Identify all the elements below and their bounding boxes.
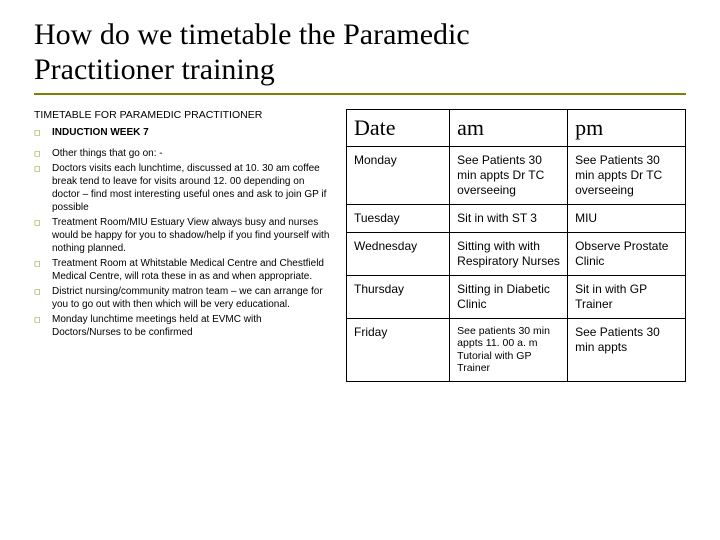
- cell-am: Sitting with with Respiratory Nurses: [450, 232, 568, 275]
- list-item: ◻Treatment Room/MIU Estuary View always …: [34, 215, 332, 256]
- table-body: MondaySee Patients 30 min appts Dr TC ov…: [347, 146, 686, 381]
- content-area: TIMETABLE FOR PARAMEDIC PRACTITIONER ◻ I…: [34, 109, 686, 382]
- cell-pm: MIU: [568, 204, 686, 232]
- right-column: Date am pm MondaySee Patients 30 min app…: [346, 109, 686, 382]
- list-item-text: Monday lunchtime meetings held at EVMC w…: [52, 313, 332, 339]
- cell-pm: See Patients 30 min appts: [568, 318, 686, 381]
- table-row: ThursdaySitting in Diabetic ClinicSit in…: [347, 275, 686, 318]
- table-row: WednesdaySitting with with Respiratory N…: [347, 232, 686, 275]
- cell-date: Friday: [347, 318, 450, 381]
- list-item-text: Treatment Room at Whitstable Medical Cen…: [52, 257, 332, 283]
- list-item: ◻District nursing/community matron team …: [34, 284, 332, 312]
- bullet-icon: ◻: [34, 285, 52, 297]
- list-item: ◻Treatment Room at Whitstable Medical Ce…: [34, 256, 332, 284]
- cell-am: Sit in with ST 3: [450, 204, 568, 232]
- bullet-icon: ◻: [34, 162, 52, 174]
- list-item: ◻Doctors visits each lunchtime, discusse…: [34, 161, 332, 215]
- left-column: TIMETABLE FOR PARAMEDIC PRACTITIONER ◻ I…: [34, 109, 332, 340]
- bullet-icon: ◻: [34, 257, 52, 269]
- subheader-text: INDUCTION WEEK 7: [52, 126, 332, 139]
- list-item: ◻Monday lunchtime meetings held at EVMC …: [34, 312, 332, 340]
- list-item-text: Doctors visits each lunchtime, discussed…: [52, 162, 332, 214]
- cell-am: Sitting in Diabetic Clinic: [450, 275, 568, 318]
- header-date: Date: [347, 110, 450, 147]
- left-header: TIMETABLE FOR PARAMEDIC PRACTITIONER: [34, 109, 332, 123]
- title-line2: Practitioner training: [34, 53, 275, 86]
- table-header-row: Date am pm: [347, 110, 686, 147]
- header-pm: pm: [568, 110, 686, 147]
- cell-pm: See Patients 30 min appts Dr TC overseei…: [568, 146, 686, 204]
- list-item-text: Treatment Room/MIU Estuary View always b…: [52, 216, 332, 255]
- title-line1: How do we timetable the Paramedic: [34, 18, 470, 51]
- table-row: MondaySee Patients 30 min appts Dr TC ov…: [347, 146, 686, 204]
- bullet-icon: ◻: [34, 147, 52, 159]
- list-item-text: Other things that go on: -: [52, 147, 332, 160]
- list-item: ◻Other things that go on: -: [34, 146, 332, 161]
- cell-date: Tuesday: [347, 204, 450, 232]
- cell-pm: Sit in with GP Trainer: [568, 275, 686, 318]
- cell-date: Thursday: [347, 275, 450, 318]
- table-row: TuesdaySit in with ST 3MIU: [347, 204, 686, 232]
- slide-title: How do we timetable the Paramedic Practi…: [34, 18, 686, 87]
- cell-date: Monday: [347, 146, 450, 204]
- cell-pm: Observe Prostate Clinic: [568, 232, 686, 275]
- bullet-icon: ◻: [34, 216, 52, 228]
- cell-date: Wednesday: [347, 232, 450, 275]
- table-row: FridaySee patients 30 min appts 11. 00 a…: [347, 318, 686, 381]
- header-am: am: [450, 110, 568, 147]
- bullet-list: ◻Other things that go on: -◻Doctors visi…: [34, 146, 332, 340]
- list-item-text: District nursing/community matron team –…: [52, 285, 332, 311]
- timetable: Date am pm MondaySee Patients 30 min app…: [346, 109, 686, 382]
- cell-am: See patients 30 min appts 11. 00 a. m Tu…: [450, 318, 568, 381]
- bullet-icon: ◻: [34, 313, 52, 325]
- bullet-icon: ◻: [34, 126, 52, 138]
- cell-am: See Patients 30 min appts Dr TC overseei…: [450, 146, 568, 204]
- subheader-row: ◻ INDUCTION WEEK 7: [34, 125, 332, 140]
- title-underline: [34, 93, 686, 95]
